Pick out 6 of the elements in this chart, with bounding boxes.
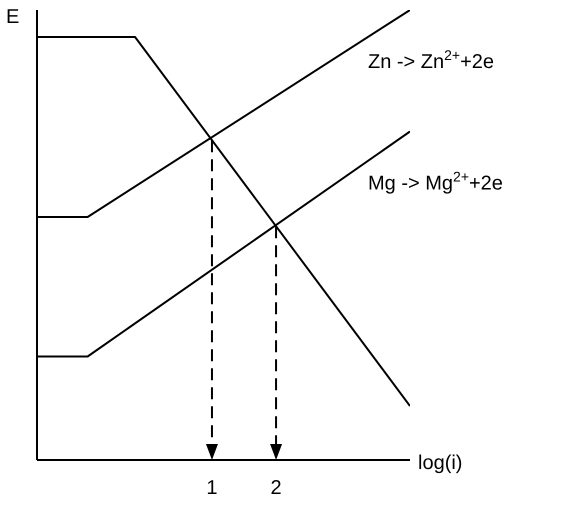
x-tick-label: 1 — [206, 477, 218, 500]
series-label: Zn -> Zn$^{2+}$+2e — [368, 47, 494, 73]
series-label: Mg -> Mg$^{2+}$+2e — [368, 168, 503, 194]
x-axis-title: log(i) — [418, 452, 462, 475]
y-axis-title: E — [6, 6, 20, 29]
x-tick-label: 2 — [270, 477, 282, 500]
